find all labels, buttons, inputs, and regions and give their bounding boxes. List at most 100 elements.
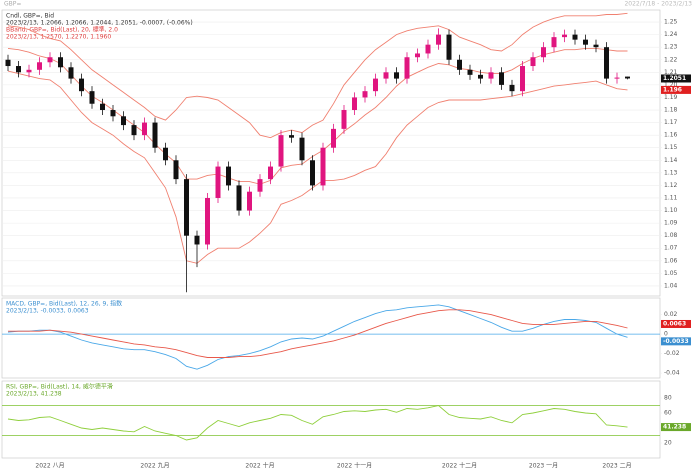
candle-body bbox=[205, 197, 210, 245]
candle-body bbox=[184, 179, 189, 236]
candle-body bbox=[58, 57, 63, 68]
header-left: GBP= bbox=[4, 1, 21, 8]
candle-body bbox=[604, 47, 609, 79]
pane-frame bbox=[1, 380, 661, 459]
x-tick-label: 2022 十一月 bbox=[337, 462, 372, 470]
candle-body bbox=[530, 57, 536, 67]
candle-body bbox=[562, 34, 567, 38]
y-tick-label: 1.24 bbox=[664, 31, 678, 38]
value-box-label: 1.2051 bbox=[663, 75, 686, 82]
y-tick-label: 1.06 bbox=[664, 257, 678, 264]
candle-body bbox=[289, 135, 294, 138]
candle-body bbox=[257, 179, 263, 192]
legend-text: BBand, GBP=, Bid(Last), 20, 標準, 2.0 bbox=[6, 26, 118, 34]
candle-body bbox=[425, 44, 431, 54]
candle-body bbox=[236, 185, 242, 211]
value-box bbox=[661, 319, 691, 328]
candle-body bbox=[520, 66, 525, 92]
candle-body bbox=[572, 34, 578, 40]
candle-body bbox=[79, 78, 84, 92]
header-right: 2022/7/18 - 2023/2/13 bbox=[624, 1, 692, 8]
series-line bbox=[7, 12, 628, 139]
candle-body bbox=[47, 57, 53, 63]
candle-body bbox=[551, 37, 557, 48]
legend-text: 2023/2/13, -0.0033, 0.0063 bbox=[6, 308, 89, 315]
candle-body bbox=[436, 34, 441, 45]
candle-body bbox=[383, 72, 389, 79]
y-tick-label: 1.20 bbox=[664, 81, 678, 88]
x-tick-label: 2023 一月 bbox=[529, 463, 558, 470]
candle-body bbox=[152, 122, 158, 148]
y-tick-label: 1.18 bbox=[664, 107, 678, 114]
value-box-label: 1.196 bbox=[663, 86, 682, 93]
candle-body bbox=[331, 128, 336, 148]
candle-body bbox=[352, 97, 357, 111]
candle-body bbox=[509, 84, 515, 92]
y-tick-label: 1.11 bbox=[664, 194, 678, 201]
candle-body bbox=[100, 103, 105, 111]
legend-text: 2023/2/13, 1.2570, 1.2270, 1.1960 bbox=[6, 34, 111, 41]
candle-body bbox=[215, 166, 221, 198]
candle-body bbox=[541, 47, 546, 58]
candle-body bbox=[5, 59, 11, 67]
candle-body bbox=[446, 34, 452, 60]
y-tick-label: 80 bbox=[664, 395, 672, 402]
y-tick-label: 1.21 bbox=[664, 69, 678, 76]
y-tick-label: 1.14 bbox=[664, 157, 678, 164]
y-tick-label: 1.08 bbox=[664, 232, 678, 239]
y-tick-label: 1.12 bbox=[664, 182, 678, 189]
y-tick-label: 1.07 bbox=[664, 245, 678, 252]
y-tick-label: 1.16 bbox=[664, 132, 678, 139]
candle-body bbox=[110, 110, 116, 117]
candle-body bbox=[583, 39, 588, 45]
candle-body bbox=[320, 147, 326, 186]
candle-body bbox=[268, 166, 273, 180]
candle-body bbox=[499, 72, 504, 85]
y-tick-label: 1.15 bbox=[664, 144, 678, 151]
value-box bbox=[661, 423, 691, 432]
candle-body bbox=[488, 72, 494, 79]
legend-text: RSI, GBP=, Bid(Last), 14, 威尔德平滑 bbox=[6, 383, 113, 391]
y-tick-label: 1.05 bbox=[664, 270, 678, 277]
candle-body bbox=[362, 91, 368, 98]
candle-body bbox=[457, 59, 462, 70]
value-box-label: 41.238 bbox=[663, 424, 686, 431]
y-tick-label: 1.10 bbox=[664, 207, 678, 214]
legend-text: 2023/2/13, 1.2066, 1.2066, 1.2044, 1.205… bbox=[6, 20, 193, 27]
x-tick-label: 2022 十月 bbox=[245, 462, 274, 470]
candle-body bbox=[415, 53, 420, 58]
y-tick-label: 20 bbox=[664, 440, 672, 447]
candle-body bbox=[194, 235, 200, 245]
y-tick-label: 1.19 bbox=[664, 94, 678, 101]
value-box-label: -0.0033 bbox=[663, 338, 689, 345]
pane-frame bbox=[1, 297, 661, 379]
x-tick-label: 2022 十二月 bbox=[442, 462, 477, 470]
y-tick-label: 1.22 bbox=[664, 56, 678, 63]
legend-text: Cndl, GBP=, Bid bbox=[6, 13, 54, 20]
y-tick-label: 1.25 bbox=[664, 19, 678, 26]
candle-body bbox=[310, 160, 315, 186]
y-tick-label: 1.17 bbox=[664, 119, 678, 126]
y-tick-label: 1.04 bbox=[664, 282, 678, 289]
candle-body bbox=[404, 57, 410, 79]
value-box-label: 0.0063 bbox=[663, 320, 686, 327]
y-tick-label: 60 bbox=[664, 410, 672, 417]
value-box bbox=[661, 337, 691, 346]
candle-body bbox=[173, 160, 179, 180]
candle-body bbox=[341, 110, 347, 129]
series-line bbox=[7, 405, 628, 441]
candle-body bbox=[37, 62, 42, 70]
candle-body bbox=[26, 69, 32, 73]
candle-body bbox=[121, 116, 126, 126]
candle-body bbox=[373, 78, 378, 92]
candle-body bbox=[142, 122, 147, 136]
x-tick-label: 2023 二月 bbox=[602, 463, 631, 470]
candle-body bbox=[593, 44, 599, 48]
candle-body bbox=[247, 191, 252, 211]
candle-body bbox=[131, 125, 137, 136]
candle-body bbox=[226, 166, 231, 186]
value-box bbox=[661, 74, 691, 83]
candle-body bbox=[394, 72, 399, 79]
y-tick-label: 0 bbox=[664, 331, 668, 338]
